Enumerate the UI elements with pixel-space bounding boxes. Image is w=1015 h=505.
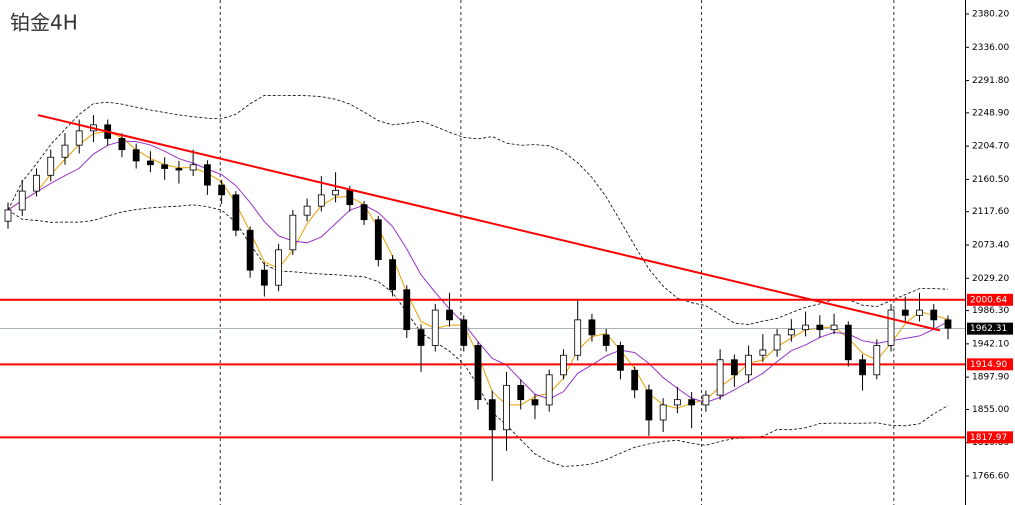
candle-body <box>659 404 667 421</box>
candle-body <box>887 309 895 346</box>
candle-body <box>759 349 767 356</box>
candle-body <box>431 309 439 346</box>
y-tick-label: 2380.20 <box>972 10 1009 20</box>
candle-body <box>816 324 824 331</box>
level-label-box <box>967 358 1013 371</box>
candle-body <box>289 214 297 251</box>
candle-body <box>802 324 809 331</box>
trendline <box>37 114 941 332</box>
candle-body <box>389 259 396 291</box>
level-label: 1962.31 <box>970 324 1007 334</box>
level-label: 2000.64 <box>970 295 1007 305</box>
candle-body <box>688 399 696 406</box>
candle-body <box>645 389 653 421</box>
candle-body <box>873 345 881 376</box>
candle-body <box>417 329 425 346</box>
y-tick-label: 2029.20 <box>972 274 1009 284</box>
y-tick-label: 2204.70 <box>972 142 1009 152</box>
candle-body <box>901 309 909 316</box>
candle-body <box>844 324 852 361</box>
candle-body <box>260 269 268 286</box>
candle-body <box>773 334 781 351</box>
candle-body <box>246 229 254 271</box>
candle-body <box>147 160 154 166</box>
y-tick-label: 2248.90 <box>972 108 1009 118</box>
y-tick-label: 2160.50 <box>972 175 1009 185</box>
candle-body <box>446 309 453 321</box>
candle-body <box>403 289 411 331</box>
candle-body <box>132 149 140 162</box>
level-label: 1817.97 <box>970 433 1007 443</box>
candle-body <box>474 345 482 401</box>
candle-body <box>18 190 26 211</box>
candle-body <box>930 309 938 321</box>
y-tick-label: 2336.00 <box>972 43 1009 53</box>
y-tick-label: 1766.60 <box>972 472 1009 482</box>
candle-body <box>374 219 382 261</box>
y-tick-label: 2073.40 <box>972 241 1009 251</box>
candle-body <box>702 394 710 406</box>
candle-body <box>275 249 283 286</box>
candle-body <box>916 309 923 316</box>
candle-body <box>346 189 354 206</box>
candle-body <box>730 359 738 376</box>
y-tick-label: 2117.60 <box>972 207 1009 217</box>
candle-body <box>503 384 510 431</box>
y-tick-label: 1855.00 <box>972 405 1009 415</box>
candle-body <box>716 359 724 396</box>
candle-body <box>673 399 681 406</box>
y-tick-label: 1986.30 <box>972 306 1009 316</box>
candle-body <box>317 194 325 207</box>
level-label-box <box>967 322 1013 335</box>
candle-body <box>574 319 582 356</box>
y-tick-label: 1897.90 <box>972 373 1009 383</box>
level-label-box <box>967 431 1013 444</box>
candle-body <box>75 130 83 146</box>
y-tick-label: 1942.10 <box>972 339 1009 349</box>
candle-body <box>203 164 211 186</box>
candle-body <box>545 374 553 406</box>
candle-body <box>488 399 496 431</box>
candle-body <box>218 184 226 196</box>
chart-title: 铂金4H <box>10 11 78 35</box>
candle-body <box>232 194 240 231</box>
candle-body <box>830 324 838 331</box>
candle-body <box>4 209 12 222</box>
candle-body <box>602 334 610 346</box>
candle-body <box>631 369 639 391</box>
level-label-box <box>967 293 1013 306</box>
candle-body <box>47 156 55 176</box>
candle-body <box>531 399 539 406</box>
candle-body <box>787 329 795 336</box>
candle-body <box>617 345 624 371</box>
candle-body <box>33 174 40 192</box>
level-label: 1914.90 <box>970 360 1007 370</box>
candle-body <box>118 137 126 151</box>
candle-body <box>560 354 567 376</box>
candle-body <box>360 204 368 221</box>
y-tick-label: 2291.80 <box>972 76 1009 86</box>
candle-body <box>859 359 866 376</box>
candle-body <box>745 354 753 376</box>
candle-body <box>588 319 596 336</box>
candle-body <box>189 164 197 171</box>
candle-body <box>61 144 69 158</box>
candle-body <box>944 319 952 329</box>
candle-body <box>303 205 311 216</box>
candle-body <box>517 384 525 401</box>
candle-body <box>460 319 468 346</box>
bollinger-upper <box>7 94 949 325</box>
candle-body <box>332 189 339 196</box>
candle-body <box>175 168 183 171</box>
candle-body <box>161 164 169 169</box>
